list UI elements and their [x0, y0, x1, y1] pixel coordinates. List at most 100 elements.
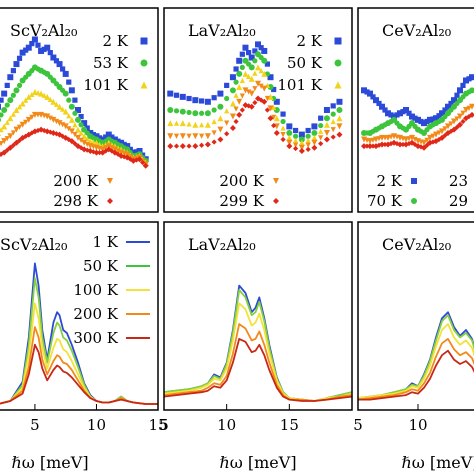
series-50k [167, 51, 343, 143]
data-point [273, 129, 280, 136]
data-point [75, 116, 81, 123]
data-point [68, 128, 75, 135]
x-tick-label: 10 [217, 416, 236, 434]
data-point [56, 61, 63, 68]
data-point [35, 90, 41, 96]
data-point [173, 92, 180, 98]
legend-label: 70 K [367, 192, 403, 210]
data-point [439, 128, 445, 135]
data-point [457, 87, 463, 94]
data-point [267, 74, 274, 81]
data-point [246, 73, 252, 79]
data-point [421, 139, 427, 146]
data-point [186, 133, 192, 139]
data-point [124, 143, 131, 150]
data-point [469, 87, 474, 94]
data-point [38, 47, 45, 54]
data-point [224, 95, 230, 102]
data-point [271, 86, 277, 93]
series-line-300k [358, 349, 474, 401]
series-70k [361, 87, 474, 136]
panel-frame [163, 221, 353, 411]
data-point [318, 122, 324, 129]
data-point [56, 120, 63, 127]
data-point [264, 61, 270, 67]
data-point [330, 103, 336, 109]
data-point [311, 139, 318, 146]
data-point [229, 87, 236, 94]
data-point [433, 115, 439, 122]
data-point [252, 86, 258, 92]
series-200k [167, 80, 343, 151]
data-point [336, 123, 343, 130]
data-point [56, 103, 63, 110]
data-point [7, 133, 14, 140]
data-point [204, 98, 211, 105]
data-point [1, 107, 8, 113]
data-point [47, 50, 53, 56]
data-point [204, 133, 211, 140]
panel-title: ScV₂Al₂₀ [0, 235, 67, 254]
data-point [229, 113, 236, 120]
data-point [242, 44, 249, 51]
data-point [323, 129, 330, 136]
data-point [4, 136, 10, 142]
data-point [448, 100, 454, 107]
data-point [311, 123, 318, 130]
data-point [239, 77, 245, 84]
data-point [167, 143, 174, 150]
data-point [463, 77, 469, 84]
data-point [7, 115, 14, 122]
panel-title: CeV₂Al₂₀ [382, 21, 451, 40]
x-tick-label: 10 [87, 416, 106, 434]
data-point [130, 149, 137, 156]
data-point [264, 107, 270, 113]
data-point [267, 115, 274, 122]
data-point [336, 115, 343, 122]
data-point [29, 114, 35, 120]
data-point [233, 79, 239, 85]
data-point [330, 127, 336, 133]
data-point [186, 109, 192, 116]
data-point [430, 133, 436, 139]
data-point [75, 126, 81, 133]
series-line-200k [358, 338, 474, 401]
data-point [211, 95, 217, 101]
data-point [397, 141, 403, 148]
data-point [330, 118, 336, 125]
data-point [103, 134, 109, 140]
series-101k [167, 64, 343, 146]
data-point [286, 134, 293, 141]
data-point [41, 92, 47, 98]
legend-marker [411, 198, 417, 204]
data-point [336, 107, 343, 113]
data-point [379, 141, 385, 148]
data-point [199, 98, 205, 104]
data-point [421, 120, 427, 127]
data-point [271, 104, 277, 111]
data-point [90, 132, 96, 138]
data-point [248, 54, 255, 61]
legend-label: 2 K [296, 32, 322, 50]
panel-frame [0, 221, 159, 411]
data-point [286, 123, 293, 130]
data-point [1, 90, 8, 97]
data-point [78, 130, 84, 136]
data-point [10, 92, 16, 98]
data-point [1, 123, 8, 130]
data-point [19, 49, 26, 56]
data-point [105, 143, 112, 150]
data-point [66, 97, 72, 103]
data-point [53, 58, 60, 64]
data-point [239, 107, 245, 113]
data-point [103, 145, 109, 151]
legend-label: 23 [449, 172, 468, 190]
data-point [318, 128, 324, 134]
data-point [286, 129, 293, 136]
data-point [13, 87, 20, 94]
legend-label: 50 K [287, 54, 323, 72]
data-point [267, 105, 274, 112]
data-point [286, 143, 293, 150]
data-point [204, 121, 211, 128]
panel-title: ScV₂Al₂₀ [10, 21, 77, 40]
